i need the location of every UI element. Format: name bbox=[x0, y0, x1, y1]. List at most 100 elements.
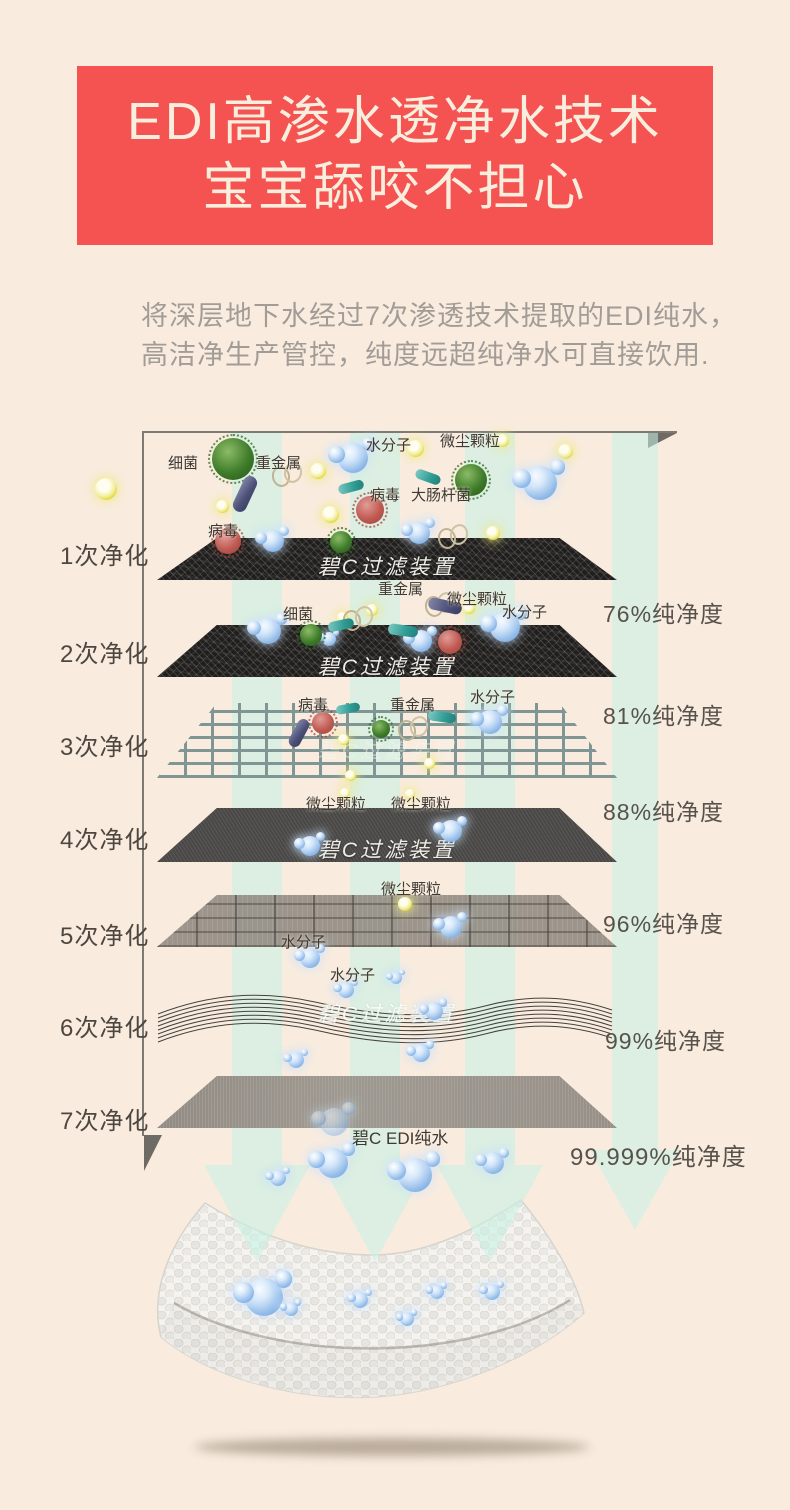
purity-label-88: 88%纯净度 bbox=[603, 799, 725, 825]
virus-icon bbox=[352, 492, 388, 528]
contaminant-label: 大肠杆菌 bbox=[411, 487, 472, 504]
contaminant-label: 水分子 bbox=[281, 934, 327, 951]
water-molecule-icon bbox=[470, 705, 508, 734]
contaminant-label: 细菌 bbox=[168, 455, 199, 472]
water-molecule-icon bbox=[282, 1048, 308, 1068]
contaminant-label: 病毒 bbox=[370, 487, 401, 504]
dust-particle-icon bbox=[340, 788, 350, 798]
filter-layer-3: 碧C过滤装置 bbox=[157, 703, 617, 778]
bacteria-icon bbox=[296, 620, 326, 650]
water-molecule-icon bbox=[246, 612, 288, 644]
contaminant-label: 水分子 bbox=[470, 689, 516, 706]
wipe-ground-shadow bbox=[194, 1438, 590, 1456]
filter-layer-caption: 碧C过滤装置 bbox=[317, 740, 457, 763]
wipe-sheet-illustration bbox=[156, 1199, 590, 1456]
heavy-metal-icon bbox=[398, 716, 428, 742]
filter-layer-caption: 碧C过滤装置 bbox=[317, 556, 457, 579]
stage-label-3: 3次净化 bbox=[60, 734, 150, 761]
bacteria-icon bbox=[451, 460, 491, 500]
purity-label-76: 76%纯净度 bbox=[603, 601, 725, 627]
banner-title-line2: 宝宝舔咬不担心 bbox=[202, 158, 588, 217]
heavy-metal-icon bbox=[438, 524, 468, 550]
water-molecule-icon bbox=[386, 969, 405, 984]
water-molecule-icon bbox=[387, 1151, 441, 1192]
filter-layer-caption: 碧C过滤装置 bbox=[317, 839, 457, 862]
filter-layer-5 bbox=[157, 895, 617, 947]
contaminant-label: 微尘颗粒 bbox=[447, 591, 508, 608]
water-molecule-icon bbox=[293, 944, 325, 968]
dust-particle-icon bbox=[322, 506, 339, 523]
flow-stripe bbox=[612, 433, 658, 1150]
water-molecule-icon bbox=[406, 1040, 435, 1062]
filter-layer-2: 碧C过滤装置 bbox=[157, 625, 617, 677]
bacteria-icon bbox=[368, 716, 394, 742]
water-molecule-icon bbox=[480, 606, 528, 642]
diagram-frame-left-line bbox=[142, 431, 144, 1136]
dust-particle-icon bbox=[486, 526, 500, 540]
purity-label-81: 81%纯净度 bbox=[603, 703, 725, 729]
dust-particle-icon bbox=[345, 770, 356, 781]
water-molecule-icon bbox=[395, 1309, 418, 1326]
intro-paragraph: 将深层地下水经过7次渗透技术提取的EDI纯水， 高洁净生产管控，纯度远超纯净水可… bbox=[141, 297, 737, 375]
stage-label-2: 2次净化 bbox=[60, 641, 150, 668]
contaminant-label: 细菌 bbox=[283, 606, 314, 623]
filter-layer-7 bbox=[157, 1076, 617, 1128]
dust-particle-icon bbox=[95, 478, 117, 500]
wipe-fold-line bbox=[173, 1298, 571, 1350]
final-water-label: 碧C EDI纯水 bbox=[352, 1129, 449, 1148]
frame-corner-triangle-bottom-left bbox=[144, 1135, 162, 1171]
dust-particle-icon bbox=[398, 897, 412, 911]
dust-particle-icon bbox=[424, 758, 435, 769]
contaminant-label: 微尘颗粒 bbox=[440, 433, 501, 450]
contaminant-label: 病毒 bbox=[208, 523, 239, 540]
intro-line2: 高洁净生产管控，纯度远超纯净水可直接饮用. bbox=[141, 340, 710, 370]
stage-label-1: 1次净化 bbox=[60, 543, 150, 570]
water-molecule-icon bbox=[264, 1166, 290, 1186]
title-banner: EDI高渗水透净水技术 宝宝舔咬不担心 bbox=[77, 66, 713, 245]
water-molecule-icon bbox=[232, 1270, 293, 1316]
water-molecule-icon bbox=[432, 911, 468, 938]
dust-particle-icon bbox=[463, 602, 475, 614]
contaminant-label: 重金属 bbox=[256, 455, 302, 472]
water-molecule-icon bbox=[279, 1299, 302, 1316]
stage-label-7: 7次净化 bbox=[60, 1108, 150, 1135]
contaminant-label: 重金属 bbox=[390, 697, 436, 714]
purity-label-99999: 99.999%纯净度 bbox=[570, 1144, 747, 1171]
contaminant-label: 微尘颗粒 bbox=[381, 881, 442, 898]
filter-layer-caption: 碧C过滤装置 bbox=[317, 656, 457, 679]
stage-label-6: 6次净化 bbox=[60, 1015, 150, 1042]
water-molecule-icon bbox=[328, 437, 376, 473]
water-molecule-icon bbox=[419, 998, 448, 1020]
diagram-frame-top-line bbox=[142, 431, 677, 433]
purity-label-96: 96%纯净度 bbox=[603, 911, 725, 937]
dust-particle-icon bbox=[310, 463, 326, 479]
water-molecule-icon bbox=[311, 1102, 355, 1136]
dust-particle-icon bbox=[405, 789, 415, 799]
dust-particle-icon bbox=[338, 734, 349, 745]
dust-particle-icon bbox=[496, 434, 509, 447]
water-molecule-icon bbox=[425, 1282, 448, 1299]
water-molecule-icon bbox=[293, 832, 325, 856]
virus-icon bbox=[308, 708, 338, 738]
water-molecule-icon bbox=[478, 1280, 504, 1300]
contaminant-label: 微尘颗粒 bbox=[391, 796, 452, 813]
water-molecule-icon bbox=[346, 1288, 372, 1308]
bacteria-icon bbox=[326, 527, 356, 557]
filter-layer-4: 碧C过滤装置 bbox=[157, 808, 617, 862]
wipe-folded-lip bbox=[161, 1300, 584, 1398]
dust-particle-icon bbox=[407, 440, 424, 457]
stage-label-4: 4次净化 bbox=[60, 827, 150, 854]
stage-label-5: 5次净化 bbox=[60, 923, 150, 950]
water-molecule-icon bbox=[474, 1147, 510, 1174]
water-molecule-icon bbox=[512, 459, 566, 500]
intro-line1: 将深层地下水经过7次渗透技术提取的EDI纯水， bbox=[141, 301, 738, 331]
contaminant-label: 重金属 bbox=[378, 581, 424, 598]
dust-particle-icon bbox=[216, 500, 229, 513]
virus-icon bbox=[211, 524, 245, 558]
bacteria-icon bbox=[208, 434, 258, 484]
water-molecule-icon bbox=[254, 525, 290, 552]
water-molecule-icon bbox=[332, 978, 358, 998]
contaminant-label: 病毒 bbox=[298, 697, 329, 714]
dust-particle-icon bbox=[558, 444, 573, 459]
